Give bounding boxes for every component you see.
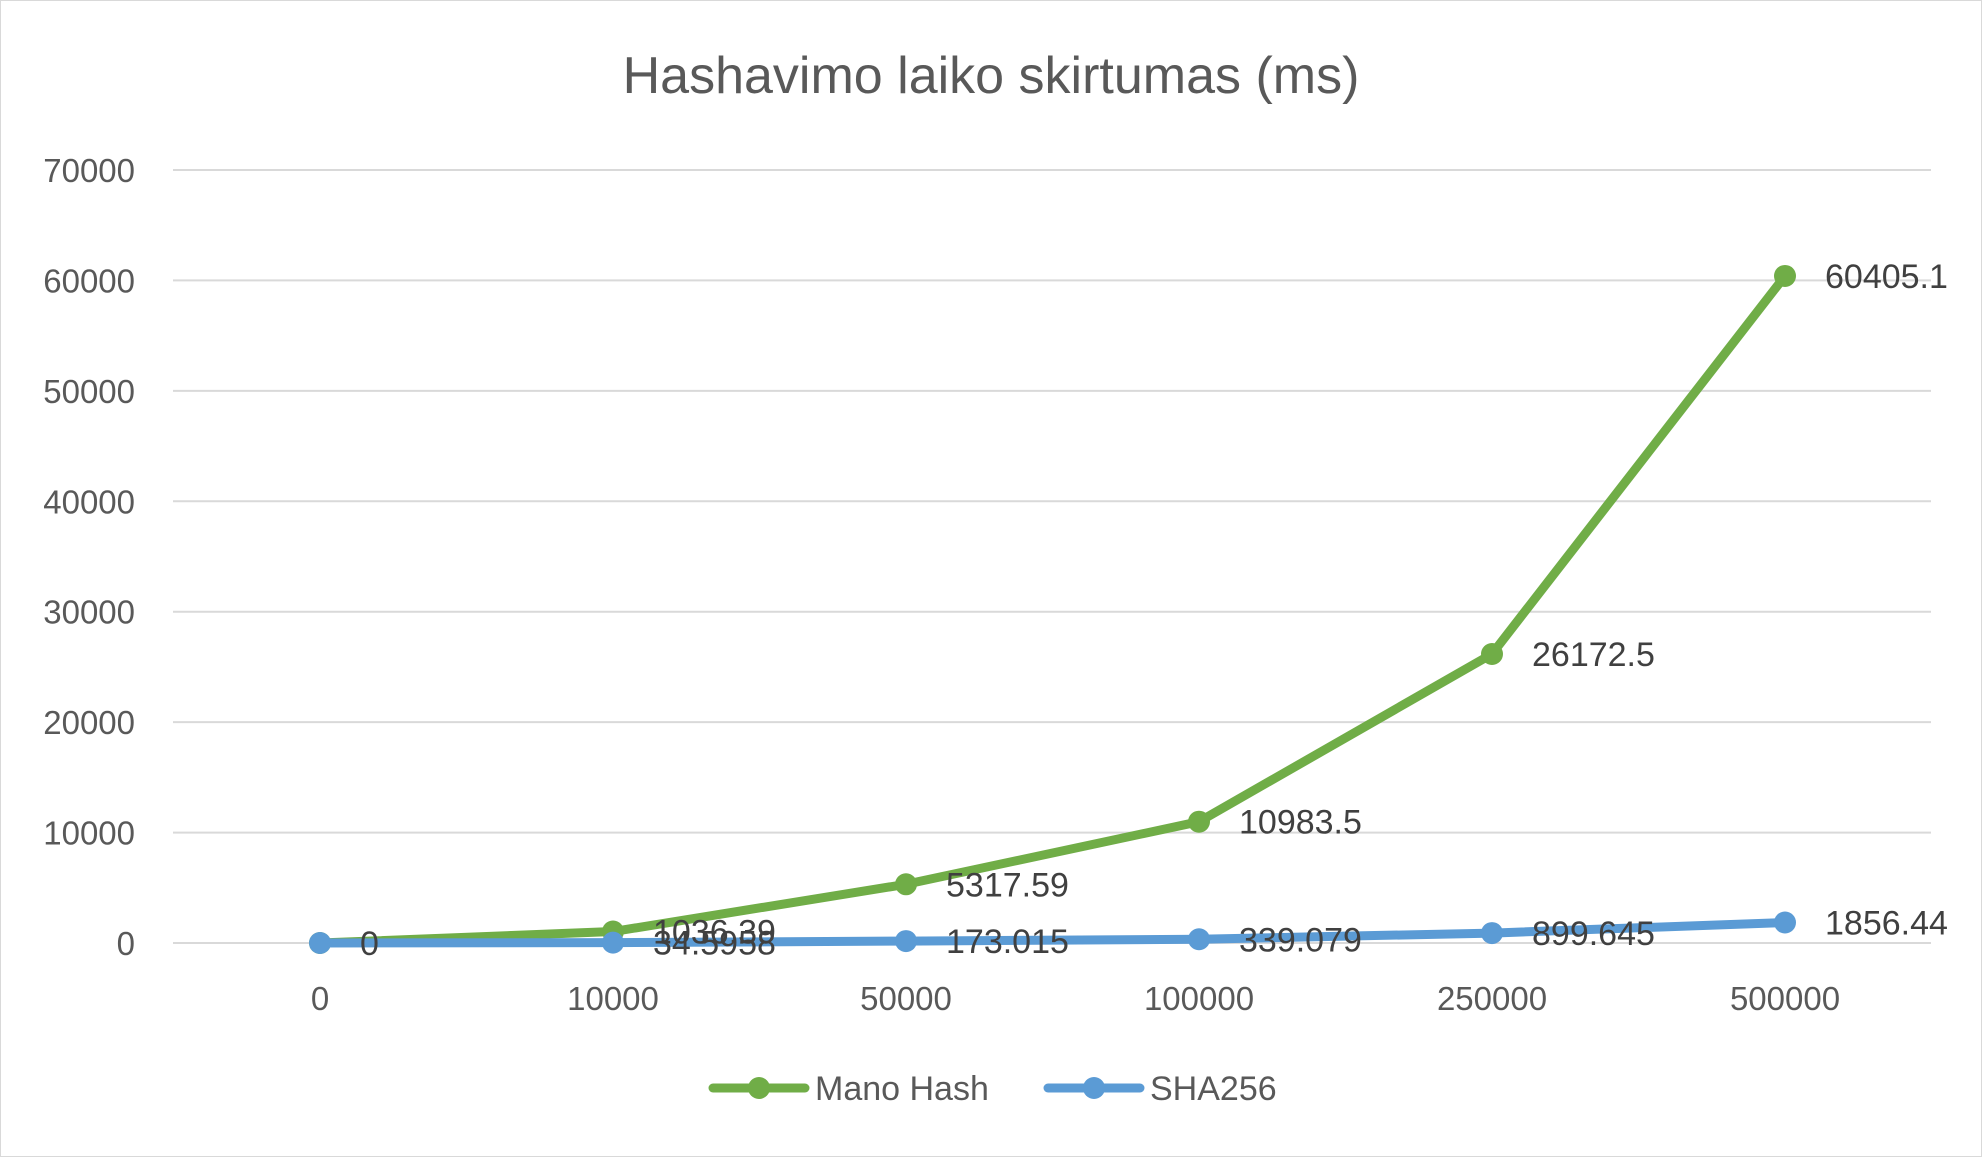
- x-tick-label: 100000: [1144, 980, 1254, 1017]
- data-point[interactable]: [895, 930, 917, 953]
- data-point[interactable]: [1188, 810, 1210, 833]
- legend-label: SHA256: [1150, 1070, 1277, 1108]
- y-tick-label: 40000: [43, 483, 135, 520]
- x-tick-label: 10000: [567, 980, 659, 1017]
- series-line: [315, 271, 1790, 948]
- data-point[interactable]: [309, 932, 331, 954]
- y-tick-label: 0: [117, 925, 135, 962]
- x-tick-label: 250000: [1437, 980, 1547, 1017]
- legend-marker: [748, 1077, 770, 1099]
- data-point[interactable]: [1481, 922, 1503, 945]
- legend-item[interactable]: SHA256: [1043, 1070, 1277, 1108]
- data-labels: 1036.39 5317.59 10983.5 26172.5 60405.1 0 34.5…: [360, 258, 1948, 963]
- data-label: 339.079: [1239, 921, 1362, 959]
- x-tick-label: 50000: [860, 980, 952, 1017]
- legend-label: Mano Hash: [815, 1070, 989, 1108]
- y-tick-label: 20000: [43, 704, 135, 741]
- legend-marker: [1083, 1077, 1105, 1099]
- x-tick-label: 500000: [1730, 980, 1840, 1017]
- data-point[interactable]: [1774, 264, 1796, 287]
- data-label: 34.5958: [653, 925, 776, 963]
- gridlines: [173, 169, 1931, 944]
- data-label: 10983.5: [1239, 804, 1362, 842]
- data-point[interactable]: [895, 873, 917, 896]
- data-label: 60405.1: [1825, 258, 1948, 296]
- y-tick-label: 50000: [43, 373, 135, 410]
- chart-title: Hashavimo laiko skirtumas (ms): [623, 47, 1360, 105]
- y-axis: 0 10000 20000 30000 40000 50000 60000 70000: [43, 152, 135, 962]
- y-tick-label: 10000: [43, 815, 135, 852]
- legend[interactable]: Mano Hash SHA256: [708, 1070, 1277, 1108]
- x-axis: 0 10000 50000 100000 250000 500000: [311, 980, 1840, 1017]
- data-label: 5317.59: [946, 866, 1069, 904]
- data-label: 26172.5: [1532, 636, 1655, 674]
- data-label: 173.015: [946, 923, 1069, 961]
- legend-item[interactable]: Mano Hash: [708, 1070, 989, 1108]
- x-tick-label: 0: [311, 980, 329, 1017]
- data-label: 1036.39: [653, 914, 776, 952]
- data-label: 0: [360, 925, 379, 963]
- series-lines: [309, 264, 1796, 954]
- y-tick-label: 70000: [43, 152, 135, 189]
- series-line: [315, 917, 1790, 948]
- data-point[interactable]: [1774, 911, 1796, 934]
- y-tick-label: 60000: [43, 262, 135, 299]
- data-point[interactable]: [602, 931, 624, 954]
- data-label: 1856.44: [1825, 904, 1948, 942]
- data-point[interactable]: [1481, 642, 1503, 665]
- data-point[interactable]: [1188, 928, 1210, 951]
- y-tick-label: 30000: [43, 594, 135, 631]
- data-label: 899.645: [1532, 915, 1655, 953]
